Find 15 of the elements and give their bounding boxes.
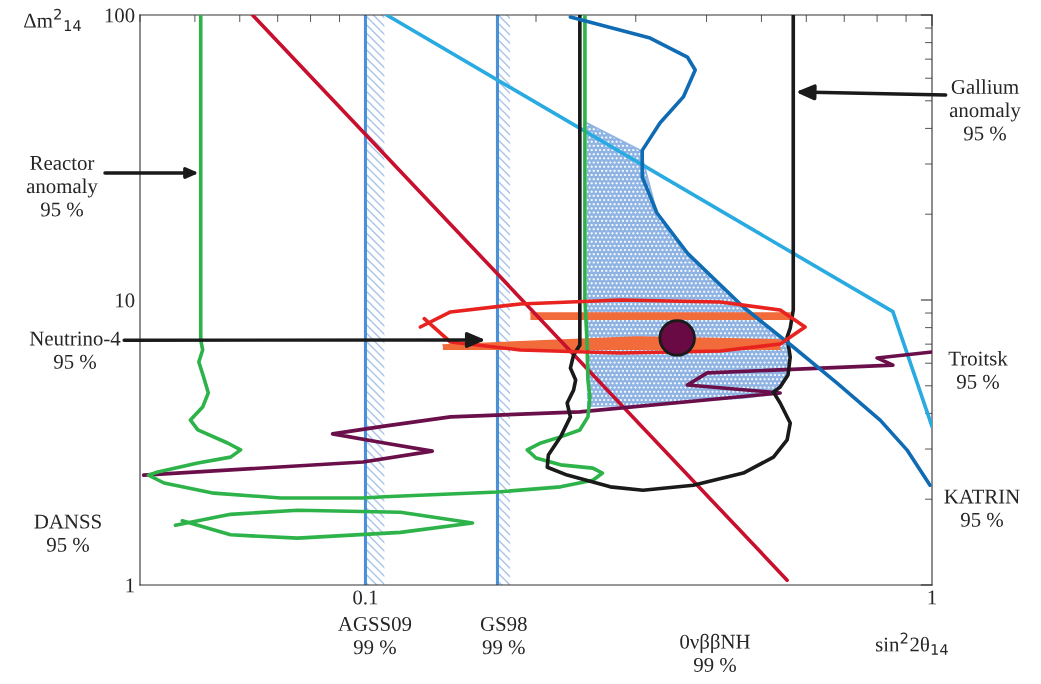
y-tick-label: 10 [116,293,135,308]
text: KATRIN 95 % [944,489,1020,527]
y-tick-label: 100 [105,8,135,23]
y-tick-label: 1 [126,578,134,593]
text: Reactor anomaly 95 % [26,156,98,217]
band-label: GS98 99 % [480,616,527,655]
text: DANSS 95 % [34,514,101,552]
annotation: Gallium anomaly 95 % [949,79,1021,141]
y-axis-title: Δm$^{2}$$_{14}$ [24,8,81,31]
x-axis-title: sin$^{2}$2θ$_{14}$ [875,632,948,655]
text: Troitsk 95 % [948,350,1008,389]
x-tick-label: 0.1 [353,590,378,605]
text: 0νββNH 99 % [680,633,750,672]
annotation: Neutrino-4 95 % [29,331,121,369]
band-label: AGSS09 99 % [338,616,412,655]
